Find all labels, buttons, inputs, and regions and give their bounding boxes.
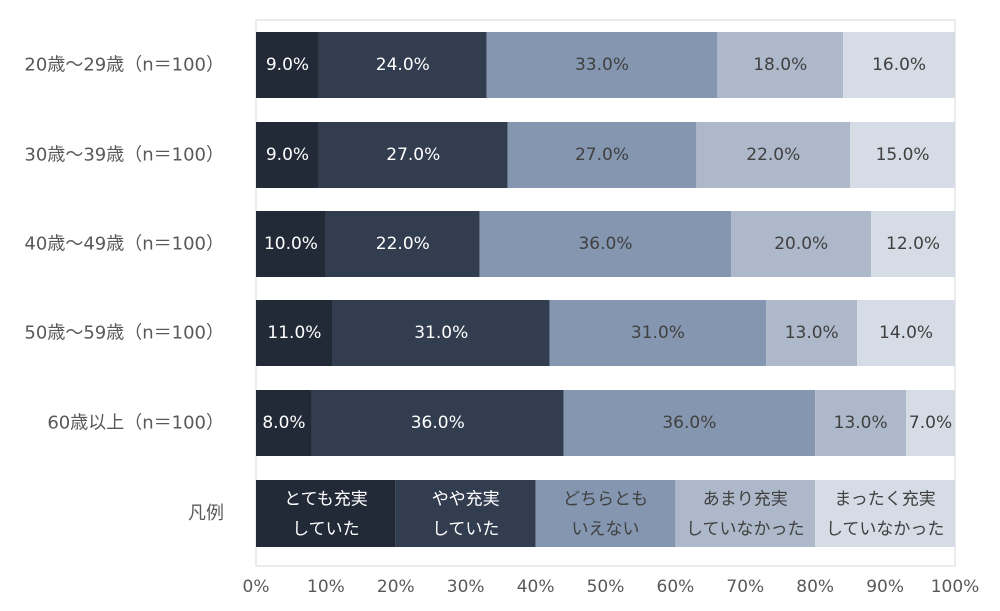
data-label-3-3: 36.0% <box>578 234 632 254</box>
bar-segment-2-3 <box>507 122 697 188</box>
legend-label-1-line-2: していた <box>292 520 360 540</box>
data-label-5-1: 8.0% <box>262 413 305 433</box>
legend-label-4-line-2: していなかった <box>686 520 805 540</box>
data-label-1-3: 33.0% <box>575 55 629 75</box>
data-label-1-1: 9.0% <box>266 55 309 75</box>
x-tick-label-4: 30% <box>447 577 485 597</box>
legend-label-5-line-2: していなかった <box>826 520 945 540</box>
x-tick-label-2: 10% <box>307 577 345 597</box>
bar-segment-3-3 <box>479 211 732 277</box>
data-label-3-2: 22.0% <box>376 234 430 254</box>
data-label-4-2: 31.0% <box>414 323 468 343</box>
legend-label-1-line-1: とても充実 <box>284 490 368 510</box>
bar-segment-1-3 <box>486 32 718 98</box>
data-label-4-4: 13.0% <box>785 323 839 343</box>
bar-segment-5-1 <box>256 390 312 456</box>
bar-segment-3-1 <box>256 211 326 277</box>
data-label-1-5: 16.0% <box>872 55 926 75</box>
bar-segment-5-5 <box>906 390 955 456</box>
bar-segment-4-4 <box>766 300 858 366</box>
category-label-1: 20歳〜29歳（n＝100） <box>24 55 224 76</box>
x-tick-label-9: 80% <box>796 577 834 597</box>
data-label-3-4: 20.0% <box>774 234 828 254</box>
data-label-4-3: 31.0% <box>631 323 685 343</box>
legend-swatch-5 <box>815 480 955 547</box>
data-label-4-5: 14.0% <box>879 323 933 343</box>
category-label-5: 60歳以上（n＝100） <box>47 413 224 434</box>
x-tick-label-1: 0% <box>243 577 270 597</box>
data-label-5-3: 36.0% <box>662 413 716 433</box>
x-tick-label-3: 20% <box>377 577 415 597</box>
x-tick-label-7: 60% <box>657 577 695 597</box>
legend-title: 凡例 <box>188 503 224 524</box>
bar-segment-2-4 <box>696 122 851 188</box>
legend-label-4-line-1: あまり充実 <box>703 490 788 510</box>
x-tick-label-5: 40% <box>517 577 555 597</box>
x-tick-label-10: 90% <box>866 577 904 597</box>
data-label-5-4: 13.0% <box>834 413 888 433</box>
plot-area-frame <box>255 19 956 567</box>
bar-segment-4-5 <box>857 300 955 366</box>
data-label-2-4: 22.0% <box>746 145 800 165</box>
legend-label-3-line-2: いえない <box>572 520 640 540</box>
bar-segment-4-3 <box>549 300 767 366</box>
data-label-5-2: 36.0% <box>411 413 465 433</box>
bar-segment-1-2 <box>318 32 487 98</box>
category-label-3: 40歳〜49歳（n＝100） <box>24 234 224 255</box>
category-label-2: 30歳〜39歳（n＝100） <box>24 145 224 166</box>
bar-segment-1-1 <box>256 32 319 98</box>
bar-segment-4-1 <box>256 300 333 366</box>
data-label-3-1: 10.0% <box>264 234 318 254</box>
data-label-2-5: 15.0% <box>876 145 930 165</box>
legend-swatch-1 <box>256 480 396 547</box>
data-label-1-4: 18.0% <box>753 55 807 75</box>
legend-swatch-4 <box>675 480 816 547</box>
x-tick-label-6: 50% <box>587 577 625 597</box>
legend-label-5-line-1: まったく充実 <box>834 490 935 510</box>
bar-segment-2-2 <box>318 122 508 188</box>
data-label-5-5: 7.0% <box>909 413 952 433</box>
legend-swatch-3 <box>535 480 676 547</box>
bar-segment-5-3 <box>563 390 816 456</box>
data-label-2-1: 9.0% <box>266 145 309 165</box>
data-label-2-2: 27.0% <box>386 145 440 165</box>
legend-label-3-line-1: どちらとも <box>563 490 648 510</box>
bar-segment-3-2 <box>325 211 480 277</box>
category-label-4: 50歳〜59歳（n＝100） <box>24 323 224 344</box>
data-label-2-3: 27.0% <box>575 145 629 165</box>
bar-segment-5-2 <box>311 390 564 456</box>
bar-segment-2-1 <box>256 122 319 188</box>
bar-segment-3-5 <box>871 211 955 277</box>
legend-label-2-line-1: やや充実 <box>432 490 500 510</box>
bar-segment-1-5 <box>843 32 955 98</box>
bar-segment-4-2 <box>332 300 550 366</box>
legend-swatch-2 <box>395 480 536 547</box>
data-label-3-5: 12.0% <box>886 234 940 254</box>
bar-segment-2-5 <box>850 122 955 188</box>
data-label-1-2: 24.0% <box>376 55 430 75</box>
x-tick-label-11: 100% <box>931 577 980 597</box>
bar-segment-3-4 <box>731 211 872 277</box>
data-label-4-1: 11.0% <box>267 323 321 343</box>
bar-segment-1-4 <box>717 32 844 98</box>
x-tick-label-8: 70% <box>726 577 764 597</box>
legend-label-2-line-2: していた <box>432 520 500 540</box>
bar-segment-5-4 <box>815 390 907 456</box>
